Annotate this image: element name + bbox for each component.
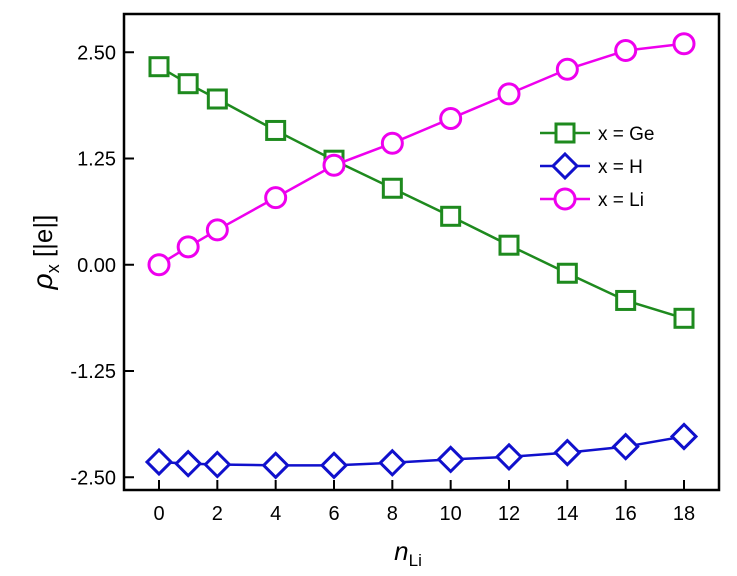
x-tick-label: 0 xyxy=(153,503,164,525)
data-point xyxy=(205,218,229,242)
series-line xyxy=(158,435,685,467)
y-axis-title-sub: x xyxy=(43,264,63,273)
data-point xyxy=(615,289,637,311)
series-diamond xyxy=(144,422,699,480)
data-point xyxy=(177,73,199,95)
y-tick-label: 2.50 xyxy=(77,42,116,64)
data-point xyxy=(494,442,524,471)
y-tick-label: 1.25 xyxy=(77,149,116,171)
x-axis-title-main: n xyxy=(394,536,408,566)
data-point xyxy=(614,39,638,63)
data-point xyxy=(176,235,200,259)
data-point xyxy=(436,445,465,474)
x-tick-label: 2 xyxy=(212,503,223,525)
x-tick-label: 10 xyxy=(440,503,462,525)
data-point xyxy=(611,432,640,461)
x-tick-label: 6 xyxy=(328,503,339,525)
legend-item: x = H xyxy=(540,151,643,181)
series-layer xyxy=(144,32,699,480)
data-point xyxy=(206,88,228,110)
data-point xyxy=(319,451,349,480)
x-tick-label: 4 xyxy=(270,503,281,525)
x-tick-label: 18 xyxy=(673,503,695,525)
y-axis-title-unit: [|e|] xyxy=(28,215,58,265)
x-axis-title: nLi xyxy=(394,536,422,570)
data-point xyxy=(672,32,696,56)
data-point xyxy=(203,450,232,479)
series-circle xyxy=(147,32,696,277)
data-point xyxy=(439,107,463,131)
plot-frame xyxy=(122,12,721,492)
y-tick-label: 0.00 xyxy=(77,255,116,277)
x-tick-label: 14 xyxy=(556,503,578,525)
y-axis-title: ρx [|e|] xyxy=(27,215,63,291)
y-tick-label: -1.25 xyxy=(70,361,116,383)
data-point xyxy=(322,153,346,177)
x-tick-label: 12 xyxy=(498,503,520,525)
y-tick-label: -2.50 xyxy=(70,467,116,489)
y-axis-title-main: ρ xyxy=(27,273,58,290)
data-point xyxy=(498,234,520,256)
data-point xyxy=(381,177,403,199)
data-point xyxy=(440,205,462,227)
x-tick-label: 16 xyxy=(615,503,637,525)
data-point xyxy=(673,307,695,329)
x-tick-label: 8 xyxy=(387,503,398,525)
data-point xyxy=(147,253,171,277)
data-point xyxy=(553,438,582,467)
data-point xyxy=(148,56,170,78)
data-point xyxy=(497,82,521,106)
legend-marker xyxy=(550,151,580,181)
legend-item: x = Li xyxy=(540,187,644,211)
axis-ticks: 0 2 4 6 8 10 12 14 16 18 -2.50 -1.25 0.00 1.25 2.50 xyxy=(70,42,695,525)
legend-item: x = Ge xyxy=(540,122,655,145)
data-point xyxy=(378,448,407,477)
legend-label: x = Ge xyxy=(598,124,655,145)
data-point xyxy=(174,449,203,478)
legend: x = Ge x = H x = Li xyxy=(540,122,655,211)
data-point xyxy=(265,119,287,141)
data-point xyxy=(380,131,404,155)
legend-label: x = H xyxy=(598,157,643,178)
data-point xyxy=(669,422,699,451)
data-point xyxy=(144,447,174,477)
legend-marker xyxy=(553,187,577,211)
data-point xyxy=(555,57,579,81)
data-point xyxy=(261,451,290,480)
x-axis-title-sub: Li xyxy=(409,551,422,570)
legend-marker xyxy=(554,122,576,144)
data-point xyxy=(264,186,288,210)
series-line xyxy=(158,42,685,266)
data-point xyxy=(556,262,578,284)
legend-label: x = Li xyxy=(598,190,644,211)
